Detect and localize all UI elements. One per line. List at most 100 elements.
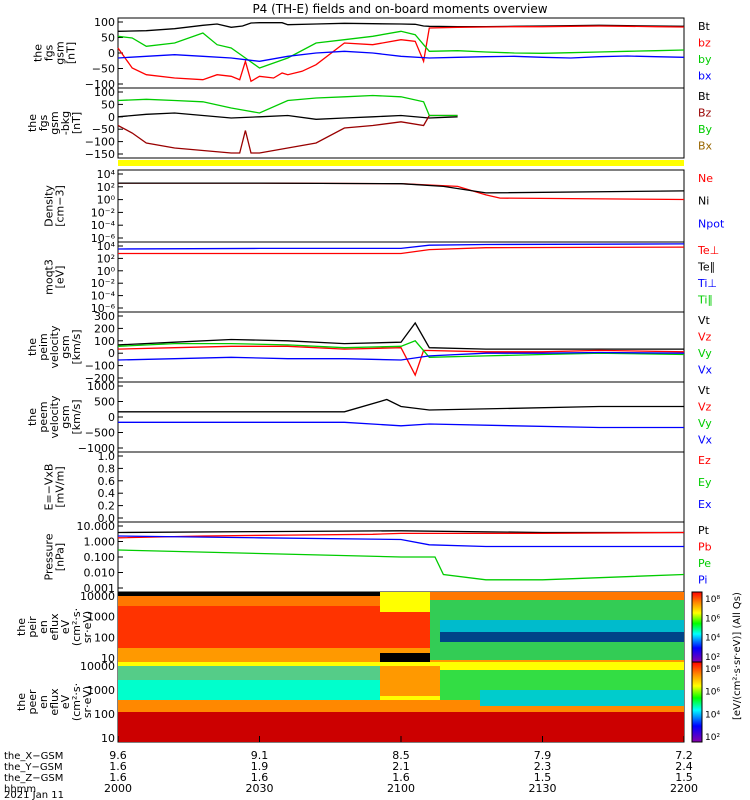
ylabel-line: en <box>37 620 50 634</box>
figure-title: P4 (TH-E) fields and on-board moments ov… <box>252 2 547 16</box>
ytick-label: 0 <box>108 111 115 124</box>
ylabel-line: (cm²·s· <box>70 608 83 646</box>
series-line-Pt <box>117 530 684 534</box>
colorbar-tick: 10⁴ <box>705 710 720 720</box>
xtick-label: 9.6 <box>109 749 127 762</box>
legend-entry: Vy <box>698 417 712 430</box>
legend-entry: Ex <box>698 498 712 511</box>
colorbar-tick: 10⁶ <box>705 688 720 698</box>
ytick-label: 0.100 <box>84 551 116 564</box>
ytick-label: 10⁻⁴ <box>91 290 116 303</box>
panel-frame <box>117 241 685 313</box>
xtick-label: 2030 <box>246 782 274 795</box>
legend-entry: Vy <box>698 347 712 360</box>
ytick-label: 100 <box>94 708 115 721</box>
colorbar-tick: 10⁸ <box>705 595 720 605</box>
ylabel-line: gsm <box>59 335 72 358</box>
panel-frame <box>117 381 685 453</box>
ytick-label: −100 <box>85 360 115 373</box>
series-line-Vt <box>118 398 684 413</box>
heatmap-peir <box>118 592 684 662</box>
series-line-Vy <box>117 340 685 358</box>
heatmap-peer <box>118 662 684 742</box>
ytick-label: 0.0 <box>98 512 116 525</box>
ylabel-line: moqt3 <box>43 259 56 295</box>
ytick-label: 10.000 <box>77 520 116 533</box>
date-label: 2021 Jan 11 <box>4 790 64 800</box>
ylabel-line: Pressure <box>43 533 56 580</box>
series-line-Vt <box>117 321 684 350</box>
series-line-Te <box>118 246 685 255</box>
ytick-label: 10⁴ <box>97 168 116 181</box>
ylabel-line: the <box>32 44 45 62</box>
ytick-label: 1000 <box>87 684 115 697</box>
legend-entry: Bx <box>698 140 713 153</box>
ytick-label: 10² <box>97 181 115 194</box>
ytick-label: 0.010 <box>84 567 116 580</box>
xtick-label: 1.6 <box>109 760 127 773</box>
ylabel-line: eV <box>59 619 72 634</box>
xtick-label: 2100 <box>387 782 415 795</box>
ytick-label: 10⁰ <box>97 194 116 207</box>
ytick-label: −50 <box>92 63 115 76</box>
ylabel-line: [cm−3] <box>54 185 67 227</box>
legend-entry: Ti⊥ <box>697 277 717 290</box>
ylabel-line: the <box>26 408 39 426</box>
legend-entry: Vt <box>698 314 711 327</box>
colorbar-tick: 10² <box>705 733 720 743</box>
ytick-label: 50 <box>101 32 115 45</box>
legend-entry: Npot <box>698 217 725 230</box>
ylabel-line: eV <box>59 694 72 709</box>
legend-entry: Bt <box>698 90 711 103</box>
legend-entry: bz <box>698 37 711 50</box>
panel-frame <box>117 451 685 523</box>
ytick-label: −100 <box>85 136 115 149</box>
ytick-label: 10 <box>101 652 115 665</box>
ytick-label: 0 <box>108 47 115 60</box>
ylabel-line: E=−VxB <box>43 464 56 511</box>
ylabel-line: [nT] <box>65 42 78 64</box>
series-line-bz <box>117 25 685 83</box>
xaxis-row-label: the_X−GSM <box>4 751 63 762</box>
ytick-label: 10² <box>97 252 115 265</box>
legend-entry: by <box>698 53 712 66</box>
xtick-label: 2130 <box>529 782 557 795</box>
ytick-label: 500 <box>94 396 115 409</box>
ylabel-line: fgs <box>37 114 50 131</box>
ylabel-line: en <box>37 695 50 709</box>
legend-entry: bx <box>698 70 712 83</box>
series-line-Pe <box>117 549 685 581</box>
ylabel-line: the <box>15 618 28 636</box>
ytick-label: 10000 <box>80 660 115 673</box>
legend-entry: Pt <box>698 524 710 537</box>
xtick-label: 1.5 <box>534 771 552 784</box>
ytick-label: −500 <box>85 427 115 440</box>
ytick-label: 10⁰ <box>97 265 116 278</box>
xtick-label: 9.1 <box>251 749 269 762</box>
legend-entry: Bz <box>698 107 712 120</box>
ytick-label: −150 <box>85 148 115 161</box>
legend-entry: Te⊥ <box>697 244 719 257</box>
legend-entry: By <box>698 123 713 136</box>
xtick-label: 7.9 <box>534 749 552 762</box>
ytick-label: 1.000 <box>84 536 116 549</box>
ytick-label: 0.6 <box>98 475 116 488</box>
series-line-bx <box>117 50 685 62</box>
ylabel-line: gsm <box>48 111 61 134</box>
legend-entry: Pb <box>698 541 712 554</box>
ytick-label: 10⁻⁴ <box>91 219 116 232</box>
colorbar-peer <box>691 661 703 743</box>
series-line-Bt <box>117 112 458 120</box>
xtick-label: 1.9 <box>251 760 269 773</box>
series-line-Bz <box>117 114 458 154</box>
ytick-label: 300 <box>94 310 115 323</box>
ylabel-line: peer <box>26 689 39 715</box>
xtick-label: 1.6 <box>392 771 410 784</box>
legend-entry: Te∥ <box>697 261 715 274</box>
xtick-label: 8.5 <box>392 749 410 762</box>
ytick-label: 100 <box>94 16 115 29</box>
